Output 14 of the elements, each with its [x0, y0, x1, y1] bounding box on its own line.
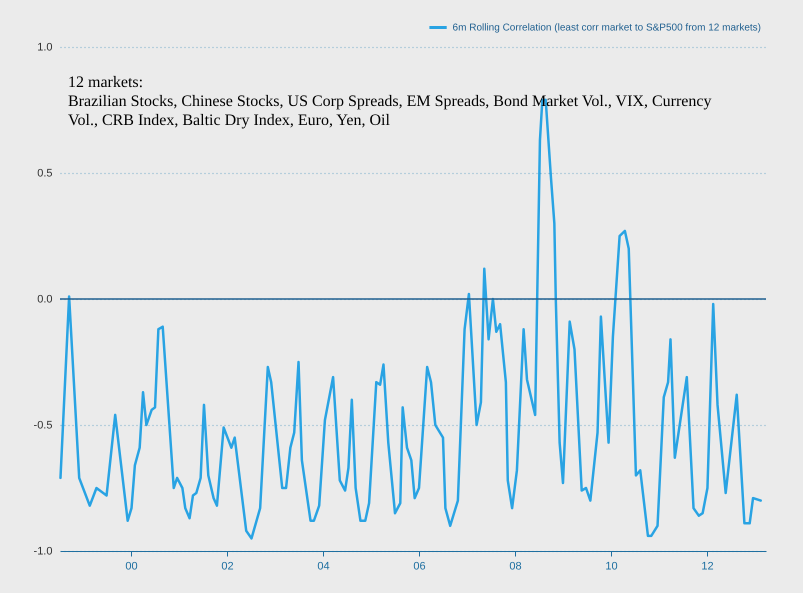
y-tick-label: -0.5 [34, 420, 52, 432]
x-tick-label: 12 [701, 560, 714, 572]
x-tick-label: 10 [605, 560, 618, 572]
y-tick-label: 1.0 [37, 42, 52, 54]
y-tick-label: -1.0 [34, 546, 52, 558]
x-tick-label: 08 [509, 560, 522, 572]
x-tick-label: 00 [125, 560, 138, 572]
x-tick-label: 06 [413, 560, 426, 572]
annotation: 12 markets: [68, 74, 144, 91]
x-tick-label: 04 [317, 560, 330, 572]
y-tick-label: 0.5 [37, 168, 52, 180]
legend-label: 6m Rolling Correlation (least corr market to S&P500 from 12 markets) [452, 22, 762, 34]
y-tick-label: 0.0 [37, 294, 52, 306]
x-tick-label: 02 [221, 560, 234, 572]
